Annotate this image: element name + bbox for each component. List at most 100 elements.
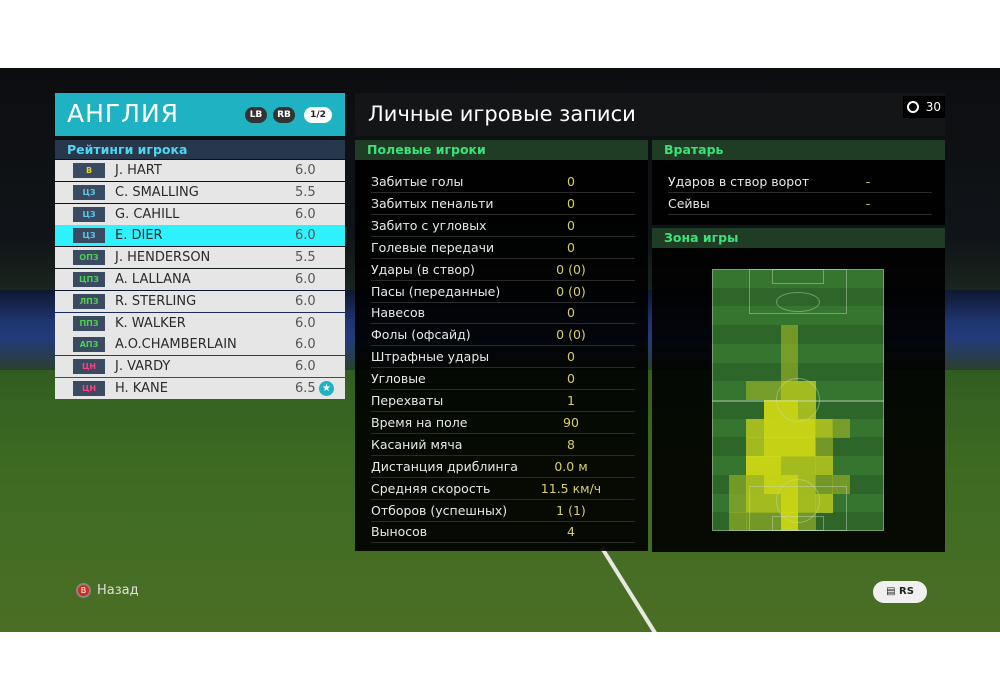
pitch-marking [749, 269, 847, 314]
team-name: АНГЛИЯ [67, 99, 180, 128]
player-row[interactable]: ОПЗ J. HENDERSON 5.5 [55, 247, 345, 269]
stat-row: Выносов 4 [371, 521, 635, 544]
stat-label: Средняя скорость [371, 480, 491, 496]
back-label: Назад [97, 583, 139, 598]
position-badge: ЛПЗ [73, 293, 105, 309]
heatmap-cell [763, 456, 782, 476]
player-row[interactable]: ЦЗ C. SMALLING 5.5 [55, 181, 345, 203]
stat-label: Сейвы [668, 195, 710, 211]
stat-row: Время на поле 90 [371, 412, 635, 434]
stat-row: Голевые передачи 0 [371, 237, 635, 259]
position-badge: АПЗ [73, 337, 105, 353]
stat-value: 0 [567, 195, 575, 211]
position-badge: ЦН [73, 359, 105, 375]
heatmap-cell [729, 512, 747, 532]
stat-label: Выносов [371, 524, 428, 540]
player-rating: 6.0 [295, 163, 316, 178]
stat-label: Забито с угловых [371, 217, 487, 233]
heatmap-cell [815, 437, 833, 457]
stat-label: Ударов в створ ворот [668, 174, 810, 189]
stat-row: Ударов в створ ворот - [668, 171, 932, 193]
player-name: J. VARDY [115, 359, 171, 375]
stat-row: Забитые голы 0 [371, 171, 635, 193]
stat-value: 90 [563, 414, 579, 430]
stat-value: - [865, 195, 871, 211]
stat-row: Касаний мяча 8 [371, 434, 635, 456]
player-rating: 6.0 [295, 315, 316, 331]
pitch-stripe [712, 269, 884, 288]
stat-value: 0.0 м [554, 458, 588, 474]
heatmap-cell [815, 456, 833, 476]
position-badge: ППЗ [73, 315, 105, 331]
stat-value: 1 (1) [556, 502, 586, 518]
stat-label: Дистанция дриблинга [371, 458, 518, 474]
heatmap-cell [729, 474, 747, 495]
team-header: АНГЛИЯ LB RB 1/2 [55, 93, 345, 136]
player-row[interactable]: АПЗ A.O.CHAMBERLAIN 6.0 [55, 334, 345, 356]
player-name: E. DIER [115, 228, 163, 244]
footer-controls[interactable]: ▤ RS [873, 581, 927, 603]
heatmap-cell [746, 456, 765, 476]
stat-label: Штрафные удары [371, 349, 490, 365]
stat-value: 0 [567, 305, 575, 321]
pitch-line [600, 546, 668, 632]
stat-row: Навесов 0 [371, 302, 635, 325]
player-row[interactable]: ЦЗ E. DIER 6.0 [55, 225, 345, 247]
player-row[interactable]: ЛПЗ R. STERLING 6.0 [55, 290, 345, 312]
player-row[interactable]: ЦЗ G. CAHILL 6.0 [55, 203, 345, 225]
stat-row: Средняя скорость 11.5 км/ч [371, 478, 635, 500]
player-rating: 5.5 [295, 184, 316, 200]
field-players-header: Полевые игроки [355, 140, 648, 160]
player-rating: 6.0 [295, 206, 316, 222]
goalkeeper-panel: Вратарь Ударов в створ ворот - Сейвы - [652, 140, 945, 225]
heatmap-cell [780, 362, 799, 382]
heatmap-cell [815, 418, 833, 438]
stat-row: Дистанция дриблинга 0.0 м [371, 456, 635, 478]
player-row[interactable]: ЦПЗ A. LALLANA 6.0 [55, 269, 345, 290]
rb-button[interactable]: RB [273, 107, 295, 123]
goalkeeper-body: Ударов в створ ворот - Сейвы - [652, 160, 945, 225]
stat-label: Касаний мяча [371, 436, 463, 452]
play-zone-header: Зона игры [652, 228, 945, 248]
player-row[interactable]: ППЗ K. WALKER 6.0 [55, 312, 345, 334]
stat-value: 4 [567, 524, 575, 540]
heatmap-pitch [712, 269, 884, 532]
heatmap-cell [746, 437, 765, 457]
pitch-stripe [712, 306, 884, 326]
heatmap-cell [746, 493, 765, 513]
player-row[interactable]: В J. HART 6.0 [55, 160, 345, 181]
stat-label: Отборов (успешных) [371, 502, 508, 518]
position-badge: ЦЗ [73, 184, 105, 200]
stat-label: Забитых пенальти [371, 195, 494, 211]
stat-row: Сейвы - [668, 193, 932, 215]
stat-label: Перехваты [371, 393, 444, 408]
lb-button[interactable]: LB [245, 107, 267, 123]
heatmap-cell [746, 381, 765, 401]
stat-label: Фолы (офсайд) [371, 327, 471, 343]
pitch-marking [776, 479, 820, 523]
player-rating: 6.0 [295, 359, 316, 375]
player-row[interactable]: ЦН J. VARDY 6.0 [55, 356, 345, 378]
back-button[interactable]: B Назад [76, 583, 139, 598]
heatmap-cell [763, 418, 782, 438]
player-rating: 6.0 [295, 272, 316, 287]
chat-icon[interactable]: ▤ [886, 586, 896, 597]
player-name: A. LALLANA [115, 272, 191, 287]
heatmap-cell [746, 474, 765, 495]
heatmap-cell [763, 474, 782, 495]
player-rating: 6.5 [295, 381, 316, 396]
page-title: Личные игровые записи [368, 102, 636, 126]
timer-value: 30 [925, 100, 941, 114]
player-row[interactable]: ЦН H. KANE 6.5 ★ [55, 378, 345, 399]
rs-button-icon[interactable]: RS [899, 586, 914, 597]
heatmap-cell [798, 456, 816, 476]
heatmap-cell [780, 418, 799, 438]
stat-label: Навесов [371, 305, 426, 321]
position-badge: ЦН [73, 381, 105, 396]
field-players-body: Забитые голы 0 Забитых пенальти 0 Забито с у… [355, 160, 648, 551]
position-badge: ЦЗ [73, 206, 105, 222]
stat-row: Угловые 0 [371, 368, 635, 391]
player-name: A.O.CHAMBERLAIN [115, 337, 237, 353]
stat-value: 0 [567, 349, 575, 365]
position-badge: В [73, 163, 105, 178]
